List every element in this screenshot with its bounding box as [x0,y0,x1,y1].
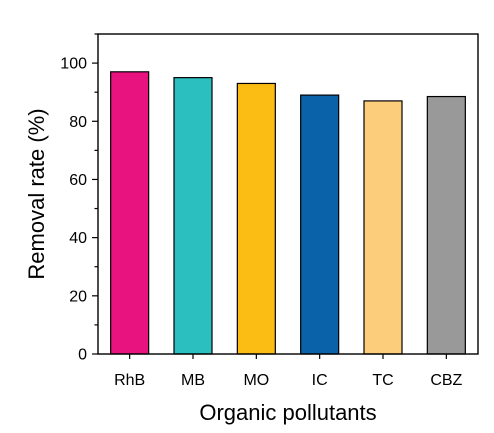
x-tick-label: RhB [114,372,145,389]
y-tick-label: 80 [69,114,87,131]
y-tick-label: 20 [69,288,87,305]
bar-ic [300,94,340,355]
y-axis-title: Removal rate (%) [24,108,49,279]
bar-mo [236,82,276,355]
x-tick-label: IC [312,372,328,389]
x-tick-label: MO [243,372,269,389]
bar-tc [363,100,403,355]
bar-rhb [110,71,150,355]
y-tick-label: 40 [69,230,87,247]
y-tick-label: 100 [60,56,87,73]
x-tick-label: TC [372,372,393,389]
plot-frame [97,33,479,355]
x-tick-label: CBZ [430,372,462,389]
y-tick-label: 60 [69,172,87,189]
bar-mb [173,77,213,355]
bars-group [110,71,466,355]
x-axis-title: Organic pollutants [199,400,376,425]
ticks-group: 0 20 40 60 80 100 RhB MB MO IC TC CBZ [60,33,463,389]
axes-group [97,33,479,355]
bar-cbz [426,95,466,355]
x-tick-label: MB [181,372,205,389]
y-tick-label: 0 [78,347,87,364]
